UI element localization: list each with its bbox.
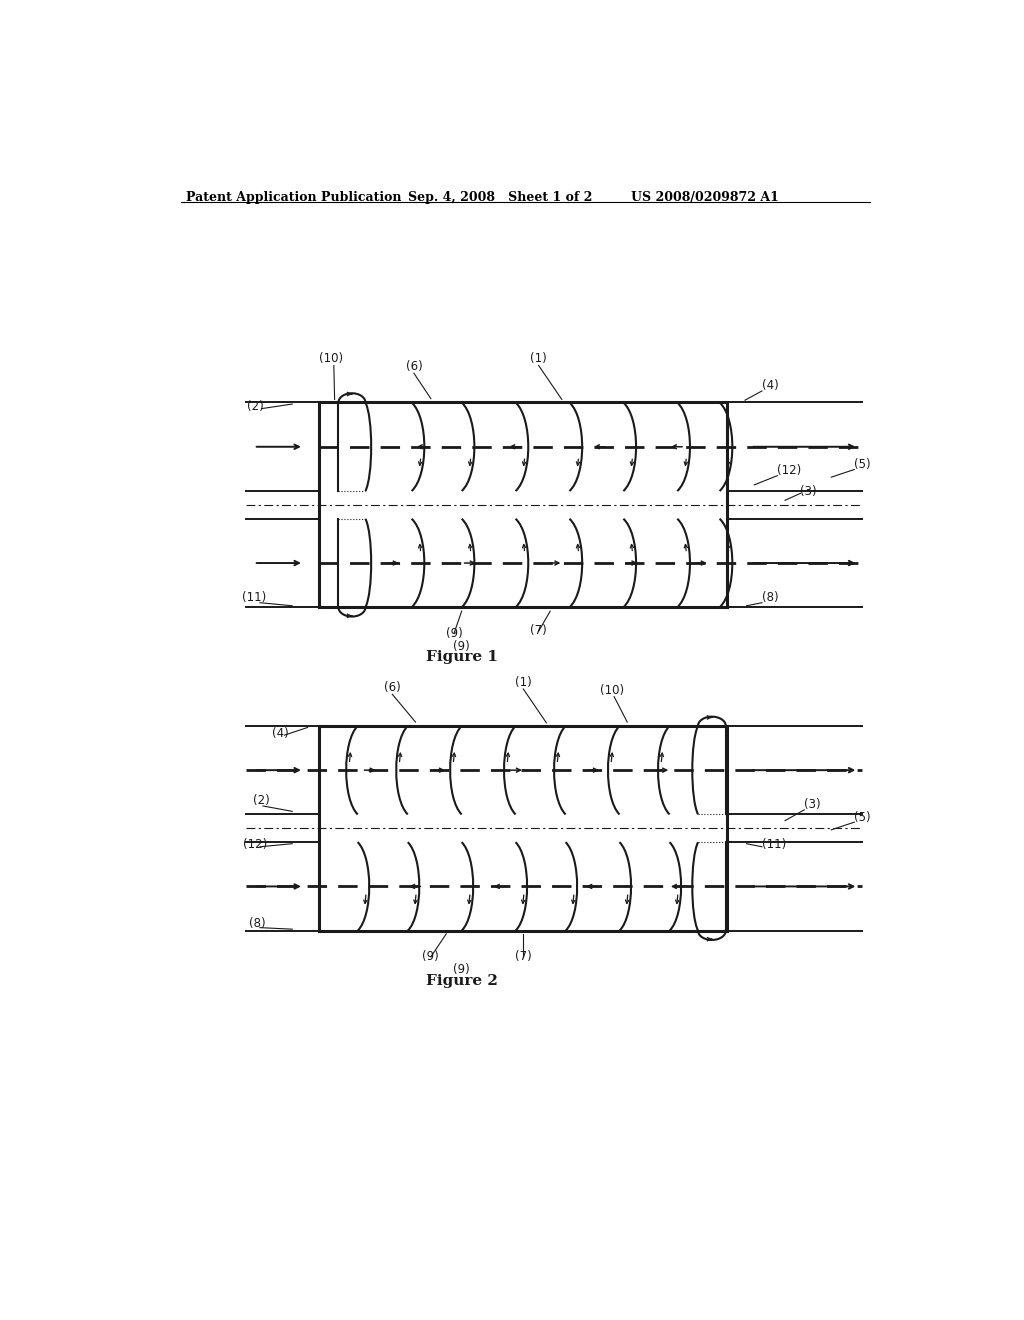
Text: Figure 2: Figure 2 xyxy=(426,974,498,987)
Text: (11): (11) xyxy=(242,591,266,605)
Text: (3): (3) xyxy=(804,799,821,812)
Text: (4): (4) xyxy=(762,379,778,392)
Text: (9): (9) xyxy=(454,964,470,975)
Text: US 2008/0209872 A1: US 2008/0209872 A1 xyxy=(631,191,779,203)
Text: (2): (2) xyxy=(253,793,270,807)
Text: (1): (1) xyxy=(530,352,547,366)
Text: (7): (7) xyxy=(515,950,531,964)
Text: (11): (11) xyxy=(762,838,786,851)
Text: (8): (8) xyxy=(762,591,778,605)
Text: (7): (7) xyxy=(530,624,547,638)
Text: (9): (9) xyxy=(454,640,470,652)
Text: (5): (5) xyxy=(854,458,871,471)
Text: (8): (8) xyxy=(249,917,266,929)
Text: (9): (9) xyxy=(423,950,439,964)
Text: (1): (1) xyxy=(515,676,531,689)
Text: Sep. 4, 2008   Sheet 1 of 2: Sep. 4, 2008 Sheet 1 of 2 xyxy=(408,191,592,203)
Text: (10): (10) xyxy=(318,352,343,366)
Text: (3): (3) xyxy=(801,484,817,498)
Text: (6): (6) xyxy=(406,360,422,374)
Text: (12): (12) xyxy=(777,465,802,477)
Text: (4): (4) xyxy=(272,727,289,741)
Text: (5): (5) xyxy=(854,810,871,824)
Text: Patent Application Publication: Patent Application Publication xyxy=(186,191,401,203)
Text: (6): (6) xyxy=(384,681,400,694)
Text: (2): (2) xyxy=(247,400,263,413)
Text: (10): (10) xyxy=(600,684,624,697)
Text: (9): (9) xyxy=(445,627,462,640)
Text: Figure 1: Figure 1 xyxy=(426,651,498,664)
Text: (12): (12) xyxy=(243,838,267,851)
